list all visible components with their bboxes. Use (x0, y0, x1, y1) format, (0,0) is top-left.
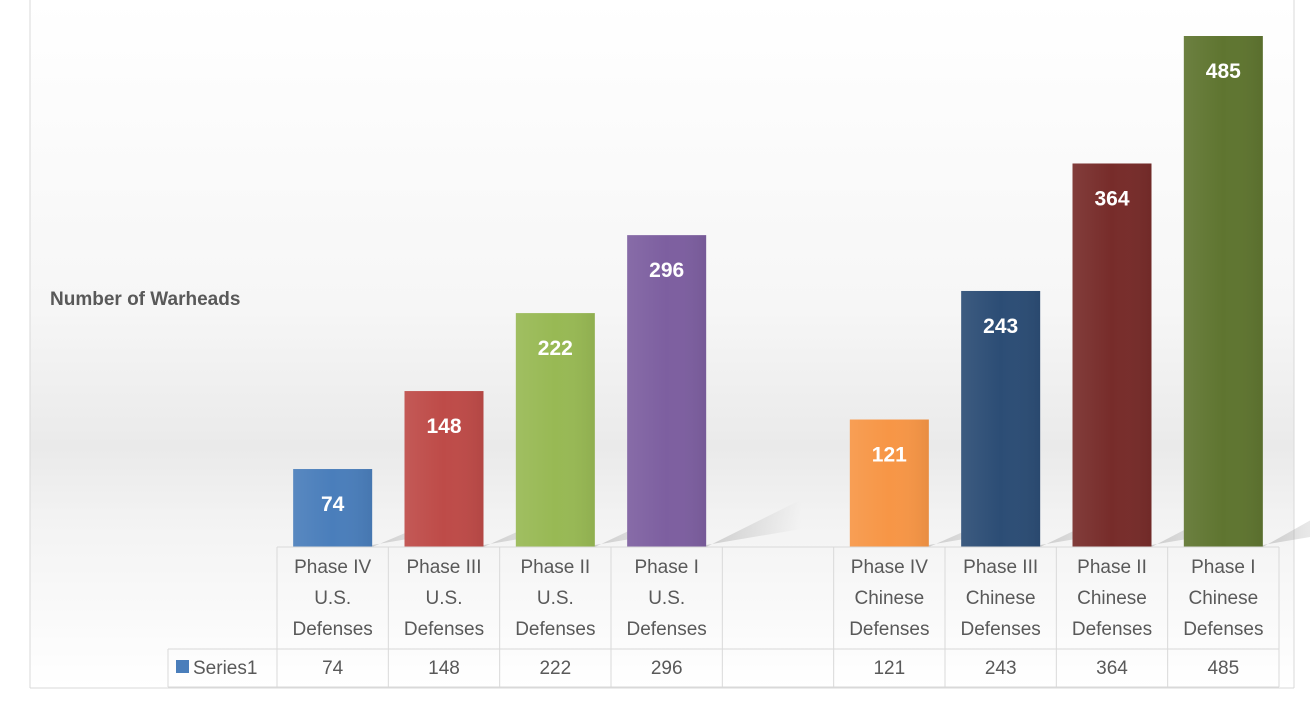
bar-shadow (1262, 520, 1310, 547)
bar-highlight (849, 419, 929, 547)
table-value-cell: 485 (1207, 658, 1239, 679)
category-label: Phase III (407, 557, 482, 578)
bar-highlight (1072, 163, 1152, 547)
legend-label: Series1 (193, 658, 257, 679)
bar-value-label: 485 (1206, 60, 1241, 83)
table-value-cell: 148 (428, 658, 460, 679)
table-value-cell: 243 (985, 658, 1017, 679)
category-label: U.S. (314, 588, 351, 609)
category-label: Defenses (293, 619, 373, 640)
category-label: Phase I (634, 557, 698, 578)
bar-highlight (961, 290, 1041, 547)
category-label: Defenses (961, 619, 1041, 640)
bar-value-label: 121 (872, 444, 907, 467)
bar-value-labels: 74 148 222 296 121 243 364 485 (321, 60, 1241, 516)
category-label: Defenses (515, 619, 595, 640)
table-value-cell: 364 (1096, 658, 1128, 679)
category-label: Chinese (1077, 588, 1147, 609)
bar-highlight (293, 469, 373, 547)
category-label: Chinese (854, 588, 924, 609)
category-label: U.S. (648, 588, 685, 609)
category-label: Phase IV (294, 557, 371, 578)
bar-shadow (706, 499, 802, 547)
category-label: Phase II (1077, 557, 1147, 578)
category-label: Phase IV (851, 557, 928, 578)
category-label: U.S. (426, 588, 463, 609)
bar-value-label: 364 (1094, 187, 1129, 210)
category-label: Defenses (849, 619, 929, 640)
y-axis-label: Number of Warheads (50, 289, 240, 310)
category-label: U.S. (537, 588, 574, 609)
category-label: Defenses (627, 619, 707, 640)
data-table: Phase IV U.S. Defenses Phase III U.S. Defense… (167, 546, 1280, 688)
bar-value-label: 148 (426, 415, 461, 438)
bar-value-label: 296 (649, 259, 684, 282)
table-value-cell: 222 (539, 658, 571, 679)
bar-value-label: 243 (983, 315, 1018, 338)
category-label: Phase II (520, 557, 590, 578)
category-label: Defenses (1183, 619, 1263, 640)
bar-value-label: 222 (538, 337, 573, 360)
bar-value-label: 74 (321, 493, 345, 516)
category-label: Phase I (1191, 557, 1255, 578)
table-value-cell: 296 (651, 658, 683, 679)
category-label: Defenses (404, 619, 484, 640)
bar-highlight (1183, 36, 1263, 547)
category-label: Phase III (963, 557, 1038, 578)
bars (293, 36, 1263, 547)
bar-highlight (627, 235, 707, 547)
category-label: Defenses (1072, 619, 1152, 640)
category-label: Chinese (1188, 588, 1258, 609)
bar-highlight (404, 391, 484, 547)
legend-key (176, 660, 189, 673)
table-value-cell: 74 (322, 658, 344, 679)
table-value-cell: 121 (873, 658, 905, 679)
bar-highlight (515, 313, 595, 547)
category-label: Chinese (966, 588, 1036, 609)
